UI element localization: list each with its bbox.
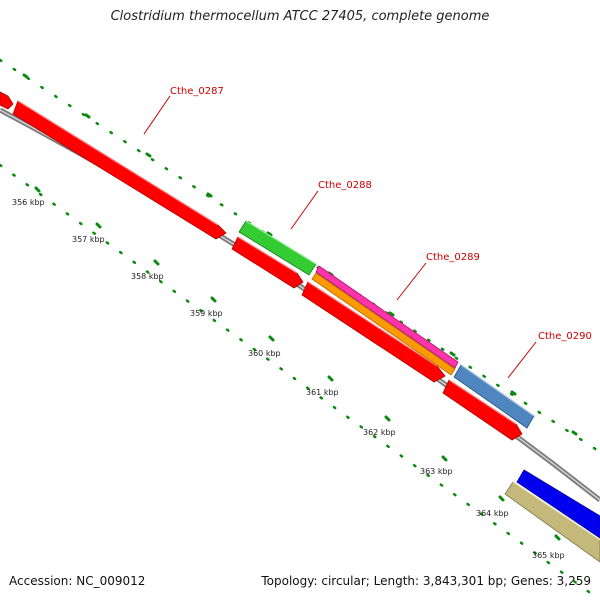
feature-bar-blue[interactable]: [516, 469, 600, 539]
gene-arrow-cthe-0286[interactable]: [0, 91, 14, 110]
inner-tick-ring: [0, 163, 600, 600]
feature-bar-orange[interactable]: [311, 272, 456, 376]
feature-bar-steelblue[interactable]: [453, 364, 535, 429]
gene-label-cthe-0288[interactable]: Cthe_0288: [318, 180, 372, 191]
outer-tick-ring: [0, 58, 600, 454]
genome-stats-text: Topology: circular; Length: 3,843,301 bp…: [261, 574, 591, 588]
gene-label-cthe-0289[interactable]: Cthe_0289: [426, 252, 480, 263]
gene-arrow-cthe-0289-red[interactable]: [301, 281, 446, 383]
kbp-label: 364 kbp: [476, 509, 509, 518]
gene-arrow-cthe-0287[interactable]: [12, 100, 227, 240]
feature-bar-khaki[interactable]: [504, 481, 600, 563]
gene-arrow-cthe-0288-red[interactable]: [231, 236, 304, 289]
accession-text: Accession: NC_009012: [9, 574, 146, 588]
gene-label-cthe-0290[interactable]: Cthe_0290: [538, 331, 592, 342]
kbp-label: 360 kbp: [248, 349, 281, 358]
kbp-label: 357 kbp: [72, 235, 105, 244]
feature-bar-magenta[interactable]: [315, 265, 459, 369]
map-title: Clostridium thermocellum ATCC 27405, com…: [110, 9, 490, 24]
feature-bar-green[interactable]: [238, 220, 317, 276]
kbp-label: 356 kbp: [12, 198, 45, 207]
gene-arrow-cthe-0290-red[interactable]: [442, 379, 523, 441]
kbp-label: 362 kbp: [363, 428, 396, 437]
kbp-label: 358 kbp: [131, 272, 164, 281]
kbp-label: 365 kbp: [532, 551, 565, 560]
label-leaders: [143, 95, 537, 379]
kbp-label: 359 kbp: [190, 309, 223, 318]
genome-backbone: [0, 107, 600, 502]
gene-label-cthe-0287[interactable]: Cthe_0287: [170, 86, 224, 97]
kbp-label: 361 kbp: [306, 388, 339, 397]
kbp-label: 363 kbp: [420, 467, 453, 476]
